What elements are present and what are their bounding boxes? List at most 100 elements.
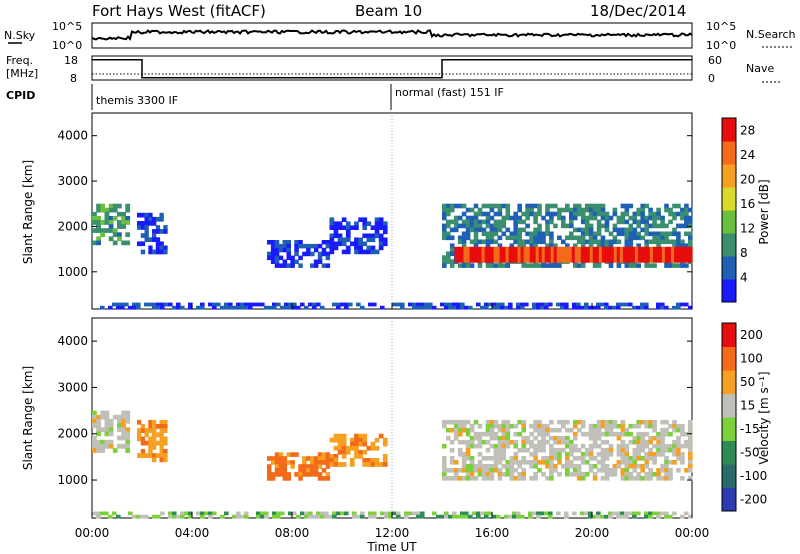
echo-cell bbox=[485, 464, 491, 469]
echo-cell bbox=[604, 215, 610, 221]
echo-cell bbox=[616, 305, 621, 310]
echo-cell bbox=[672, 427, 677, 433]
echo-cell bbox=[457, 235, 463, 241]
echo-cell bbox=[624, 476, 630, 481]
echo-cell bbox=[176, 514, 181, 519]
echo-cell bbox=[416, 302, 421, 307]
echo-cell bbox=[125, 232, 131, 237]
echo-cell bbox=[112, 302, 117, 307]
echo-cell bbox=[549, 435, 554, 441]
echo-cell bbox=[155, 249, 161, 255]
echo-cell bbox=[453, 227, 459, 233]
echo-cell bbox=[121, 427, 126, 433]
echo-cell bbox=[608, 472, 614, 477]
echo-cell bbox=[282, 468, 288, 473]
echo-cell bbox=[553, 263, 558, 268]
echo-cell bbox=[449, 427, 455, 433]
echo-cell bbox=[596, 263, 602, 268]
echo-cell bbox=[317, 456, 323, 461]
echo-cell bbox=[148, 428, 153, 433]
echo-cell bbox=[286, 240, 291, 245]
echo-band-cell bbox=[490, 246, 495, 263]
echo-cell bbox=[688, 215, 693, 221]
echo-cell bbox=[104, 207, 110, 213]
echo-cell bbox=[328, 514, 333, 519]
echo-cell bbox=[513, 452, 518, 457]
y-tick-label: 2000 bbox=[57, 219, 88, 233]
echo-cell bbox=[608, 431, 614, 437]
echo-cell bbox=[117, 414, 122, 420]
echo-cell bbox=[652, 443, 657, 449]
echo-cell bbox=[345, 233, 351, 239]
echo-cell bbox=[96, 514, 101, 519]
echo-cell bbox=[680, 239, 685, 245]
echo-cell bbox=[282, 456, 288, 461]
echo-cell bbox=[121, 224, 126, 229]
echo-cell bbox=[588, 207, 594, 213]
echo-cell bbox=[317, 255, 323, 261]
echo-cell bbox=[573, 227, 578, 233]
echo-cell bbox=[688, 439, 693, 445]
echo-cell bbox=[573, 431, 578, 437]
x-tick-label: 00:00 bbox=[75, 526, 110, 540]
echo-cell bbox=[354, 449, 359, 455]
echo-cell bbox=[600, 447, 606, 453]
echo-cell bbox=[310, 468, 315, 473]
echo-cell bbox=[497, 223, 503, 229]
echo-cell bbox=[636, 243, 641, 248]
echo-cell bbox=[565, 203, 570, 209]
echo-cell bbox=[493, 227, 499, 233]
echo-cell bbox=[588, 427, 594, 433]
echo-cell bbox=[569, 464, 574, 469]
echo-cell bbox=[632, 452, 638, 457]
colorbar-frame bbox=[721, 117, 737, 303]
echo-cell bbox=[354, 433, 359, 439]
echo-cell bbox=[557, 435, 562, 441]
echo-cell bbox=[484, 302, 489, 307]
echo-cell bbox=[312, 514, 317, 519]
echo-cell bbox=[159, 440, 164, 446]
echo-cell bbox=[644, 227, 649, 233]
echo-cell bbox=[350, 225, 355, 230]
echo-cell bbox=[676, 452, 681, 457]
echo-cell bbox=[370, 458, 376, 463]
echo-cell bbox=[529, 431, 534, 437]
echo-cell bbox=[517, 460, 522, 465]
echo-cell bbox=[137, 432, 142, 438]
echo-cell bbox=[350, 458, 355, 463]
echo-cell bbox=[112, 207, 118, 213]
echo-cell bbox=[473, 435, 479, 441]
echo-cell bbox=[96, 216, 101, 221]
echo-cell bbox=[513, 423, 518, 429]
echo-cell bbox=[529, 423, 534, 429]
echo-cell bbox=[640, 203, 645, 209]
echo-cell bbox=[652, 215, 657, 221]
echo-cell bbox=[469, 215, 475, 221]
echo-cell bbox=[453, 223, 459, 229]
echo-cell bbox=[282, 259, 288, 264]
echo-cell bbox=[501, 231, 507, 237]
echo-cell bbox=[404, 511, 409, 516]
echo-cell bbox=[592, 263, 598, 268]
echo-cell bbox=[588, 227, 594, 233]
echo-cell bbox=[588, 514, 593, 519]
echo-cell bbox=[132, 514, 137, 519]
echo-cell bbox=[644, 419, 649, 425]
echo-cell bbox=[155, 440, 161, 446]
echo-cell bbox=[592, 443, 598, 449]
echo-cell bbox=[461, 243, 467, 248]
echo-cell bbox=[446, 476, 451, 481]
echo-cell bbox=[684, 243, 689, 248]
echo-cell bbox=[288, 511, 293, 516]
echo-cell bbox=[549, 427, 554, 433]
echo-cell bbox=[604, 305, 609, 310]
echo-cell bbox=[461, 235, 467, 241]
colorbar-tick-label: 4 bbox=[740, 270, 748, 284]
echo-cell bbox=[329, 237, 335, 243]
echo-cell bbox=[473, 235, 479, 241]
echo-band-cell bbox=[460, 246, 465, 263]
echo-cell bbox=[493, 211, 499, 217]
echo-cell bbox=[620, 452, 626, 457]
echo-cell bbox=[620, 211, 626, 217]
echo-cell bbox=[290, 255, 295, 261]
